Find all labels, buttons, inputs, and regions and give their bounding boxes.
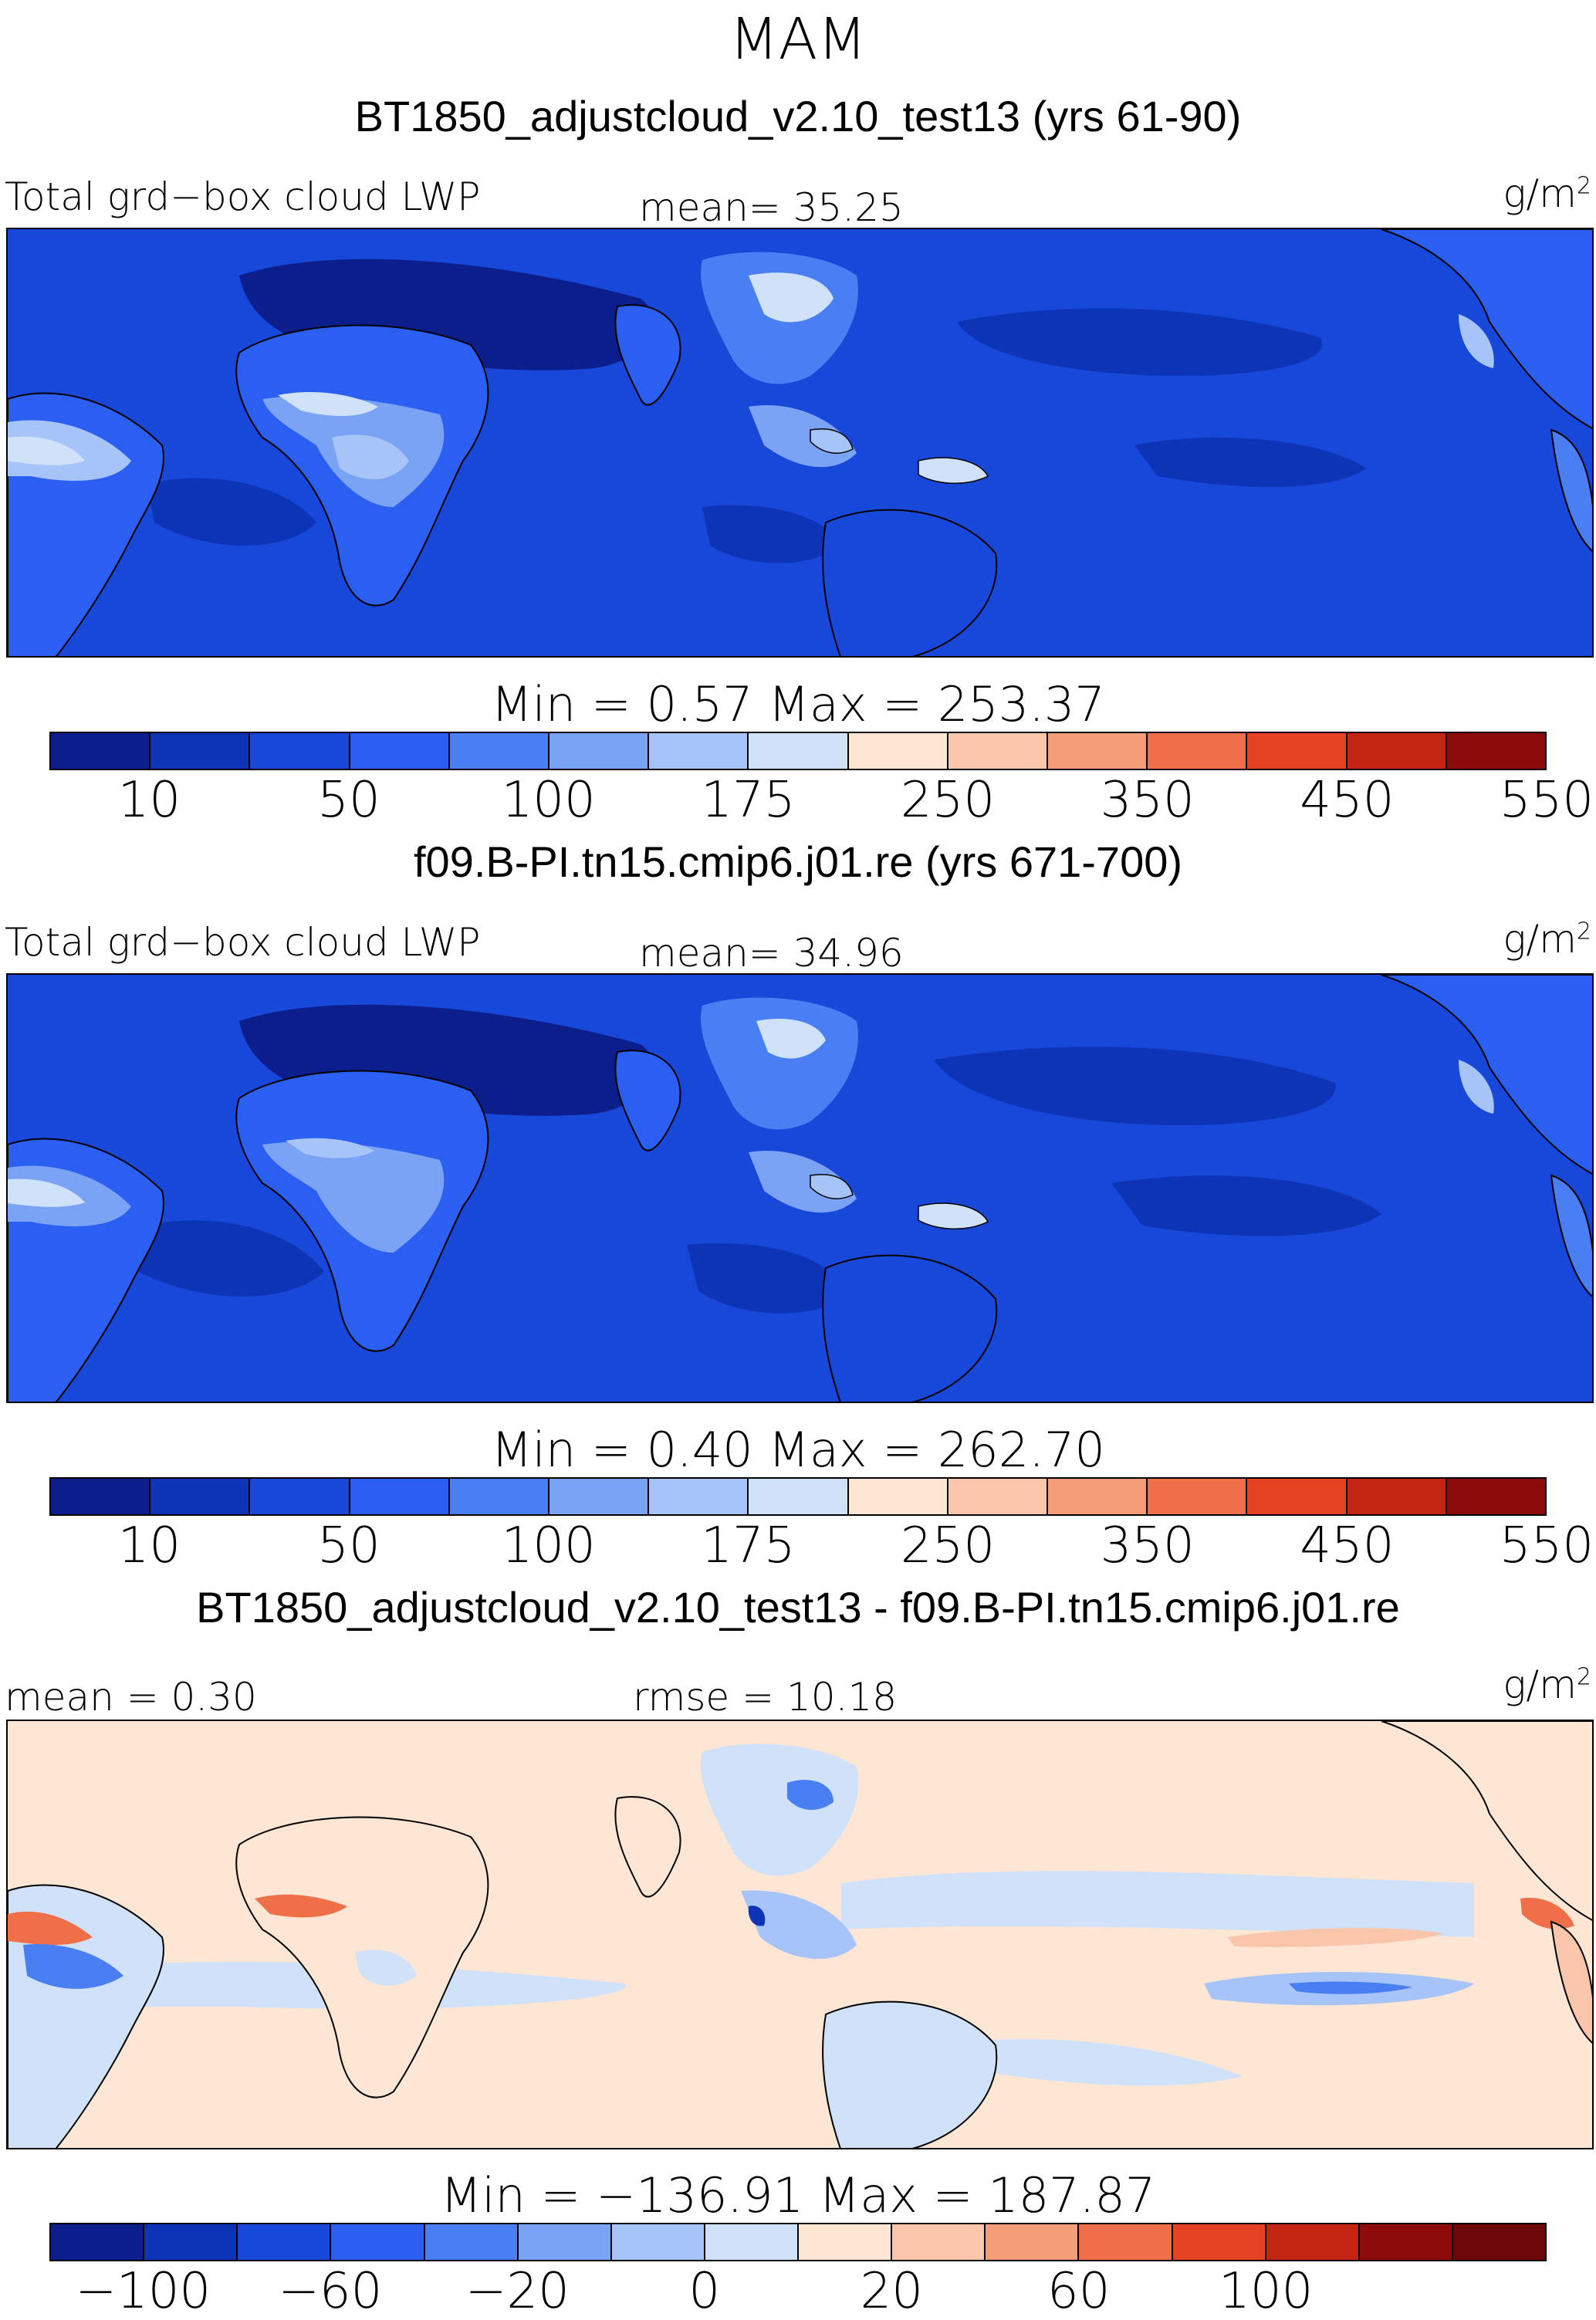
colorbar-swatch [424,2224,519,2260]
panel1-units-label: g/m2 [1503,171,1591,216]
panel3-case-title: BT1850_adjustcloud_v2.10_test13 - f09.B-… [196,1583,1400,1632]
colorbar-swatch [948,733,1049,769]
colorbar-swatch [1148,733,1248,769]
colorbar-swatch [1172,2224,1266,2260]
colorbar-tick-label: 550 [1499,1517,1594,1574]
colorbar-tick-label: 20 [860,2263,923,2320]
panel2-case-title: f09.B-PI.tn15.cmip6.j01.re (yrs 671-700) [413,837,1183,886]
colorbar-tick-label: 350 [1100,772,1195,829]
colorbar-swatch [250,733,350,769]
colorbar-swatch [705,2224,799,2260]
colorbar-swatch [1359,2224,1453,2260]
panel2-mean-label: mean= 34.96 [639,931,904,976]
colorbar-swatch [749,1479,849,1514]
panel1-mean-label: mean= 35.25 [639,185,904,230]
colorbar-swatch [1266,2224,1360,2260]
panel1-colorbar [49,732,1547,770]
colorbar-swatch [449,733,550,769]
colorbar-swatch [1347,1479,1447,1514]
colorbar-swatch [518,2224,612,2260]
colorbar-swatch [250,1479,350,1514]
panel2-colorbar [49,1477,1547,1516]
colorbar-swatch [1048,1479,1148,1514]
colorbar-tick-label: 550 [1499,772,1594,829]
colorbar-tick-label: 50 [317,1517,380,1574]
colorbar-tick-label: 450 [1300,772,1395,829]
colorbar-tick-label: 175 [701,1517,796,1574]
colorbar-tick-label: 10 [117,1517,181,1574]
colorbar-tick-label: 100 [501,772,596,829]
colorbar-swatch [549,1479,650,1514]
colorbar-tick-label: 250 [900,1517,996,1574]
colorbar-tick-label: −20 [465,2263,570,2320]
colorbar-swatch [51,2224,145,2260]
colorbar-swatch [1446,733,1546,769]
panel3-colorbar-ticks: −100 −60 −20 0 20 60 100 [49,2263,1547,2320]
colorbar-swatch [948,1479,1049,1514]
colorbar-swatch [986,2224,1080,2260]
colorbar-tick-label: 250 [900,772,996,829]
colorbar-swatch [749,733,849,769]
colorbar-swatch [649,1479,749,1514]
colorbar-swatch [1247,733,1347,769]
colorbar-swatch [51,1479,151,1514]
colorbar-swatch [449,1479,550,1514]
panel3-units-label: g/m2 [1503,1662,1591,1707]
colorbar-swatch [848,1479,948,1514]
colorbar-tick-label: 60 [1047,2263,1111,2320]
panel3-map [6,1720,1594,2149]
panel3-rmse-label: rmse = 10.18 [633,1675,898,1720]
colorbar-swatch [549,733,650,769]
colorbar-tick-label: −100 [75,2263,211,2320]
colorbar-tick-label: 0 [688,2263,721,2320]
colorbar-tick-label: 450 [1300,1517,1395,1574]
colorbar-swatch [848,733,948,769]
colorbar-swatch [350,733,450,769]
colorbar-tick-label: 100 [1219,2263,1314,2320]
panel2-minmax-label: Min = 0.40 Max = 262.70 [491,1422,1105,1478]
colorbar-swatch [150,1479,251,1514]
colorbar-swatch [1148,1479,1248,1514]
colorbar-swatch [331,2224,425,2260]
panel2-colorbar-ticks: 10 50 100 175 250 350 450 550 [49,1517,1594,1574]
panel1-map [6,228,1594,658]
panel3-minmax-label: Min = −136.91 Max = 187.87 [440,2167,1156,2224]
colorbar-swatch [1347,733,1447,769]
colorbar-tick-label: 175 [701,772,796,829]
colorbar-tick-label: 350 [1100,1517,1195,1574]
panel1-colorbar-ticks: 10 50 100 175 250 350 450 550 [49,772,1594,829]
panel1-minmax-label: Min = 0.57 Max = 253.37 [491,676,1105,732]
colorbar-swatch [150,733,251,769]
panel1-variable-label: Total grd−box cloud LWP [5,174,481,219]
panel2-map [6,973,1594,1403]
colorbar-tick-label: −60 [278,2263,383,2320]
colorbar-swatch [350,1479,450,1514]
colorbar-swatch [1079,2224,1173,2260]
colorbar-tick-label: 10 [117,772,181,829]
colorbar-tick-label: 50 [317,772,380,829]
panel3-mean-label: mean = 0.30 [5,1675,257,1720]
colorbar-swatch [799,2224,893,2260]
colorbar-swatch [1048,733,1148,769]
panel1-case-title: BT1850_adjustcloud_v2.10_test13 (yrs 61-… [354,92,1242,140]
colorbar-swatch [1446,1479,1546,1514]
season-title: MAM [729,6,867,73]
colorbar-swatch [144,2224,238,2260]
panel2-units-label: g/m2 [1503,917,1591,962]
panel3-colorbar [49,2223,1547,2261]
colorbar-swatch [1247,1479,1347,1514]
colorbar-tick-label: 100 [501,1517,596,1574]
colorbar-swatch [238,2224,332,2260]
colorbar-swatch [51,733,151,769]
panel2-variable-label: Total grd−box cloud LWP [5,920,481,965]
colorbar-swatch [611,2224,705,2260]
colorbar-swatch [1452,2224,1545,2260]
colorbar-swatch [649,733,749,769]
colorbar-swatch [892,2224,986,2260]
